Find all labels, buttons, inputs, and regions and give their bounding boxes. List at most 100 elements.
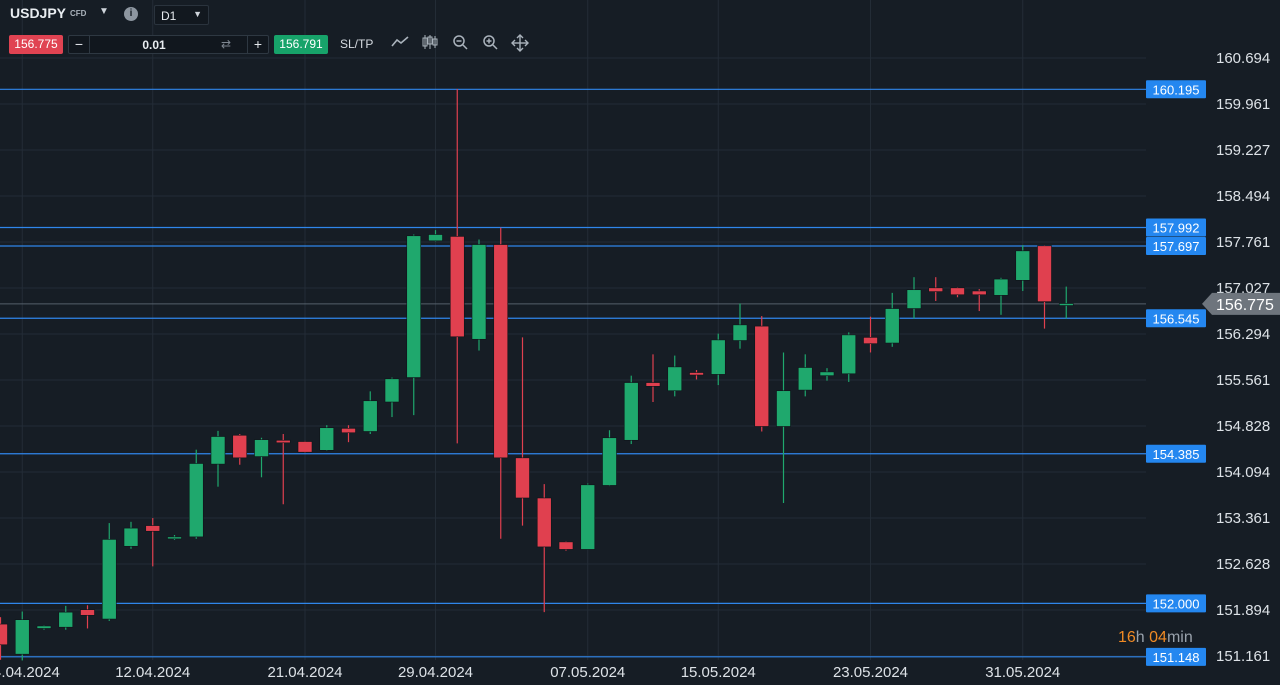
candle-body bbox=[841, 334, 857, 375]
candle-body bbox=[776, 390, 791, 427]
candle-body bbox=[558, 541, 574, 550]
candle-body bbox=[732, 324, 748, 341]
candle bbox=[123, 521, 139, 549]
decrease-quantity-button[interactable]: − bbox=[69, 36, 90, 53]
candle-body bbox=[275, 439, 291, 444]
candle bbox=[863, 316, 878, 353]
candle bbox=[928, 277, 944, 302]
candle-body bbox=[863, 337, 878, 344]
candle-body bbox=[145, 525, 161, 532]
candle-body bbox=[928, 287, 944, 292]
candle-body bbox=[797, 367, 813, 391]
countdown-minutes: 04 bbox=[1149, 629, 1167, 646]
candle bbox=[449, 88, 465, 444]
y-tick-label: 152.628 bbox=[1216, 556, 1270, 573]
candle-body bbox=[602, 437, 617, 486]
candle bbox=[667, 355, 683, 397]
zoom-in-icon[interactable] bbox=[480, 34, 500, 54]
level-label-bg bbox=[1146, 218, 1206, 237]
candle-body bbox=[906, 289, 922, 309]
candle-body bbox=[0, 623, 8, 646]
chevron-down-icon: ▼ bbox=[193, 9, 202, 19]
candle bbox=[580, 483, 596, 550]
level-label: 151.148 bbox=[1146, 647, 1206, 666]
line-chart-icon[interactable] bbox=[390, 34, 410, 54]
candle bbox=[210, 430, 226, 487]
symbol-name[interactable]: USDJPY bbox=[10, 5, 67, 21]
grid bbox=[0, 0, 1146, 660]
level-label-bg bbox=[1146, 647, 1206, 666]
candle bbox=[58, 605, 74, 630]
candles bbox=[0, 88, 1074, 661]
buy-price-button[interactable]: 156.791 bbox=[274, 35, 328, 54]
candle bbox=[623, 375, 639, 445]
candle bbox=[341, 425, 356, 443]
candle bbox=[428, 230, 443, 242]
candle bbox=[254, 437, 269, 478]
candle-body bbox=[449, 236, 465, 338]
swap-icon[interactable]: ⇄ bbox=[221, 37, 232, 51]
candle bbox=[819, 368, 835, 381]
level-label: 156.545 bbox=[1146, 309, 1206, 328]
candle-body bbox=[188, 463, 204, 538]
candle-body bbox=[341, 428, 356, 434]
candle bbox=[797, 354, 813, 397]
candle-body bbox=[493, 244, 509, 459]
candle-body bbox=[101, 539, 117, 620]
candle-body bbox=[623, 382, 639, 441]
y-tick-label: 157.761 bbox=[1216, 234, 1270, 251]
candle bbox=[319, 425, 335, 451]
x-tick-label: 31.05.2024 bbox=[985, 664, 1060, 681]
candle bbox=[14, 611, 30, 661]
candle bbox=[188, 449, 204, 539]
y-tick-label: 158.494 bbox=[1216, 188, 1270, 205]
current-price-tag-bg bbox=[1202, 292, 1280, 315]
level-labels: 160.195 157.992 157.697 156.545 154.385 152.0… bbox=[1146, 80, 1280, 666]
level-label-bg bbox=[1146, 444, 1206, 463]
candle bbox=[297, 440, 313, 453]
symbol-dropdown-icon[interactable]: ▼ bbox=[99, 6, 109, 17]
candles-icon[interactable] bbox=[420, 34, 440, 54]
zoom-out-icon[interactable] bbox=[450, 34, 470, 54]
candle-body bbox=[819, 371, 835, 376]
candle bbox=[776, 352, 791, 504]
sell-price-button[interactable]: 156.775 bbox=[9, 35, 63, 54]
info-icon[interactable]: i bbox=[124, 7, 138, 21]
candle-body bbox=[515, 457, 530, 499]
candle bbox=[36, 625, 52, 630]
level-label: 160.195 bbox=[1146, 80, 1206, 99]
candle bbox=[0, 617, 8, 660]
x-tick-label: 04.04.2024 bbox=[0, 664, 60, 681]
candle-body bbox=[950, 287, 965, 296]
candle-body bbox=[210, 436, 226, 465]
y-tick-label: 153.361 bbox=[1216, 510, 1270, 527]
candle-body bbox=[428, 234, 443, 242]
quantity-stepper[interactable]: − 0.01 ⇄ + bbox=[68, 35, 269, 54]
timeframe-select[interactable]: D1 ▼ bbox=[154, 5, 209, 25]
candle bbox=[950, 287, 965, 298]
candle-body bbox=[884, 308, 900, 344]
instrument-type-badge: CFD bbox=[70, 9, 87, 18]
candle-body bbox=[123, 527, 139, 547]
level-label-bg bbox=[1146, 594, 1206, 613]
quantity-field[interactable]: 0.01 bbox=[142, 38, 166, 52]
candle-body bbox=[754, 325, 770, 427]
candle bbox=[689, 370, 704, 380]
sl-tp-button[interactable]: SL/TP bbox=[340, 37, 374, 51]
y-tick-label: 159.961 bbox=[1216, 96, 1270, 113]
candle-body bbox=[1015, 250, 1031, 281]
pan-icon[interactable] bbox=[510, 34, 530, 54]
increase-quantity-button[interactable]: + bbox=[247, 36, 268, 53]
candle bbox=[906, 277, 922, 319]
candle bbox=[732, 303, 748, 349]
x-tick-label: 29.04.2024 bbox=[398, 664, 473, 681]
current-price-tag-text: 156.775 bbox=[1216, 297, 1274, 314]
candle-body bbox=[580, 484, 596, 550]
candle-body bbox=[645, 382, 661, 387]
level-label-text: 157.697 bbox=[1153, 239, 1200, 254]
level-label: 157.992 bbox=[1146, 218, 1206, 237]
horizontal-levels bbox=[0, 88, 1146, 658]
candle bbox=[1015, 245, 1031, 291]
candle bbox=[971, 289, 987, 312]
